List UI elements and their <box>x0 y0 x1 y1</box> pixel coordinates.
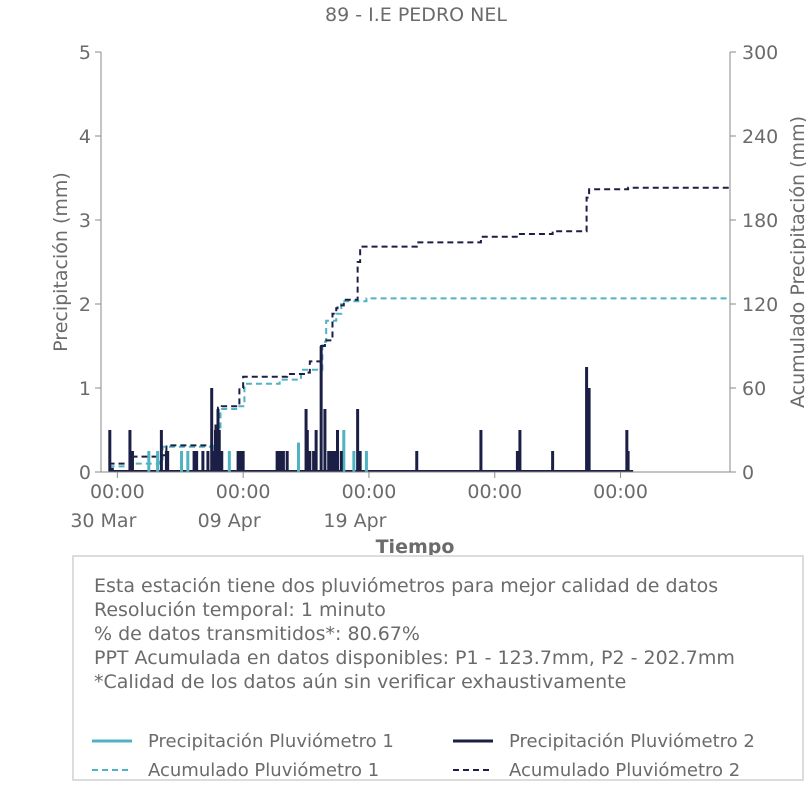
legend-label-acc1: Acumulado Pluviómetro 1 <box>148 760 380 781</box>
x-tick-label: 00:00 <box>467 481 522 503</box>
rainfall-chart: 89 - I.E PEDRO NEL 0 1 2 3 4 5 0 60 120 180 240 300… <box>50 4 806 558</box>
y2-tick-label: 240 <box>742 126 778 148</box>
y-tick-label: 5 <box>79 42 91 64</box>
y-tick-label: 1 <box>79 378 91 400</box>
y2-tick-label: 180 <box>742 210 778 232</box>
cumulative-line-2 <box>108 186 730 465</box>
y2-axis-label: Acumulado Precipitación (mm) <box>787 116 806 408</box>
info-line-5: *Calidad de los datos aún sin verificar … <box>94 671 627 693</box>
chart-marks <box>108 186 730 472</box>
x-tick-label: 00:00 <box>342 481 397 503</box>
legend-label-p1: Precipitación Pluviómetro 1 <box>148 731 394 752</box>
chart-title: 89 - I.E PEDRO NEL <box>325 4 507 26</box>
info-line-3: % de datos transmitidos*: 80.67% <box>94 623 420 645</box>
y-axis-label: Precipitación (mm) <box>50 172 72 352</box>
info-line-4: PPT Acumulada en datos disponibles: P1 -… <box>94 647 735 669</box>
info-legend-box: Esta estación tiene dos pluviómetros par… <box>72 555 804 781</box>
x-tick-label: 00:00 <box>216 481 271 503</box>
info-line-2: Resolución temporal: 1 minuto <box>94 599 386 621</box>
x-date-label: 19 Apr <box>323 510 386 532</box>
x-tick-label: 00:00 <box>90 481 145 503</box>
y2-tick-label: 0 <box>742 462 754 484</box>
x-tick-label: 00:00 <box>593 481 648 503</box>
y2-tick-label: 60 <box>742 378 766 400</box>
x-date-label: 30 Mar <box>70 510 136 532</box>
y-tick-label: 4 <box>79 126 91 148</box>
y-tick-label: 2 <box>79 294 91 316</box>
legend-label-acc2: Acumulado Pluviómetro 2 <box>509 760 741 781</box>
legend-label-p2: Precipitación Pluviómetro 2 <box>509 731 755 752</box>
y-tick-label: 0 <box>79 462 91 484</box>
axis-ticks: 0 1 2 3 4 5 0 60 120 180 240 300 00:00 30 Mar 00:00 09 … <box>70 42 778 532</box>
x-date-label: 09 Apr <box>198 510 261 532</box>
y2-tick-label: 300 <box>742 42 778 64</box>
y2-tick-label: 120 <box>742 294 778 316</box>
y-tick-label: 3 <box>79 210 91 232</box>
x-axis-label: Tiempo <box>376 536 455 558</box>
info-line-1: Esta estación tiene dos pluviómetros par… <box>94 575 719 597</box>
cumulative-line-1 <box>108 297 730 468</box>
